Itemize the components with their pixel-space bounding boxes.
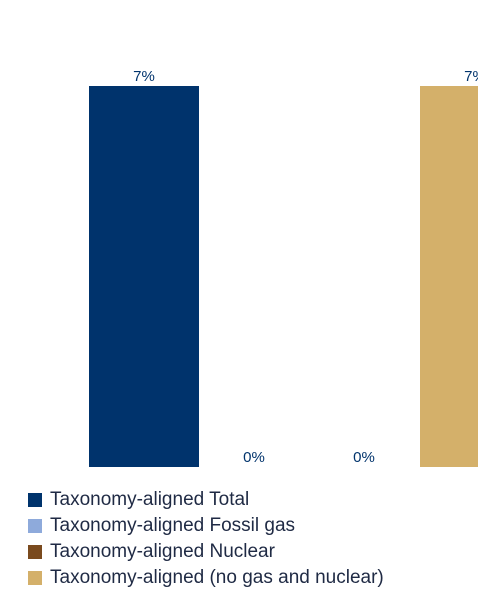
- legend-label-total: Taxonomy-aligned Total: [50, 489, 250, 510]
- legend-item-fossil-gas: Taxonomy-aligned Fossil gas: [28, 513, 384, 539]
- legend-swatch-total: [28, 493, 42, 507]
- legend-swatch-nuclear: [28, 545, 42, 559]
- bar-total: [89, 86, 199, 467]
- legend-swatch-no-gas-nuclear: [28, 571, 42, 585]
- legend-swatch-fossil-gas: [28, 519, 42, 533]
- legend-label-no-gas-nuclear: Taxonomy-aligned (no gas and nuclear): [50, 567, 384, 588]
- legend-item-no-gas-nuclear: Taxonomy-aligned (no gas and nuclear): [28, 565, 384, 591]
- data-label-fossil-gas: 0%: [243, 449, 265, 466]
- legend-item-nuclear: Taxonomy-aligned Nuclear: [28, 539, 384, 565]
- bar-no-gas-nuclear: [420, 86, 478, 467]
- data-label-total: 7%: [133, 68, 155, 85]
- data-label-no-gas-nuclear: 7%: [464, 68, 478, 85]
- legend: Taxonomy-aligned Total Taxonomy-aligned …: [28, 487, 384, 591]
- legend-label-nuclear: Taxonomy-aligned Nuclear: [50, 541, 275, 562]
- data-label-nuclear: 0%: [353, 449, 375, 466]
- legend-label-fossil-gas: Taxonomy-aligned Fossil gas: [50, 515, 296, 536]
- legend-item-total: Taxonomy-aligned Total: [28, 487, 384, 513]
